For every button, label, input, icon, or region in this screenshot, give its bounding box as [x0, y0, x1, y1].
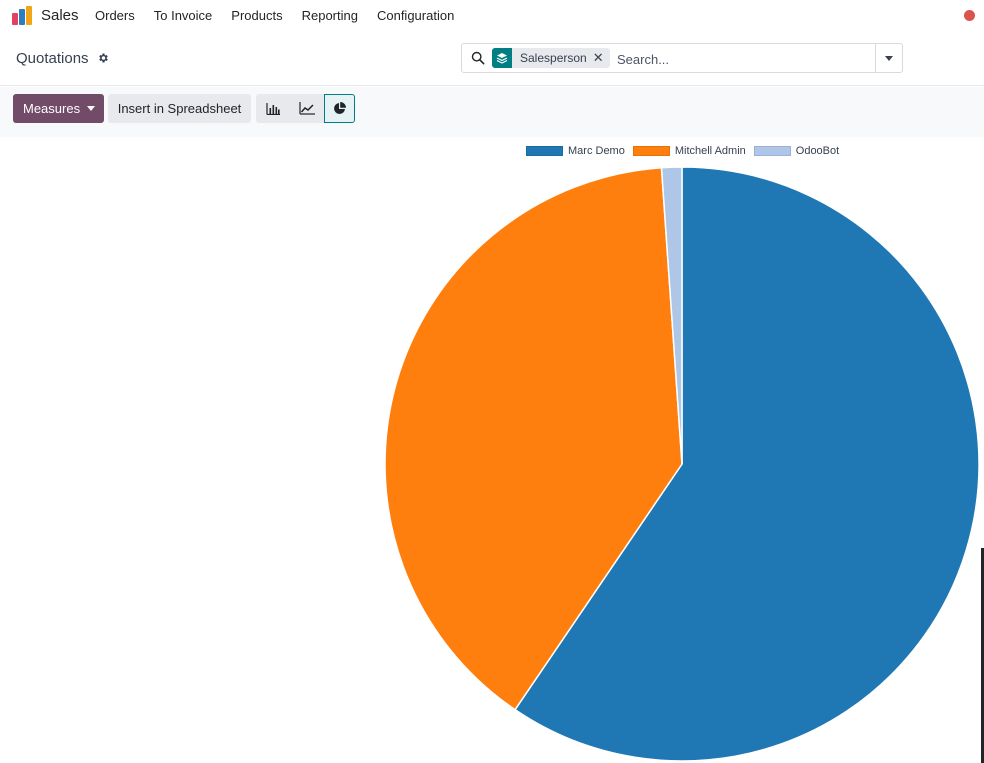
pie-chart: [384, 166, 980, 762]
search-icon[interactable]: [471, 51, 485, 65]
legend-item-mitchell-admin[interactable]: Mitchell Admin: [632, 145, 746, 157]
legend-item-marc-demo[interactable]: Marc Demo: [526, 145, 625, 157]
chart-type-switcher: [256, 94, 355, 123]
menu-orders[interactable]: Orders: [95, 8, 135, 23]
control-panel: Quotations Salesperson ✕: [0, 32, 984, 86]
menu-products[interactable]: Products: [231, 8, 283, 23]
sales-app-icon[interactable]: [12, 6, 32, 25]
graph-toolbar: Measures Insert in Spreadsheet: [0, 87, 984, 137]
search-input[interactable]: [617, 50, 867, 68]
search-options-toggle[interactable]: [875, 44, 902, 72]
search-facet-salesperson: Salesperson ✕: [492, 48, 610, 68]
legend-swatch: [632, 146, 670, 156]
bar-chart-button[interactable]: [256, 94, 290, 123]
top-navbar: Sales Orders To Invoice Products Reporti…: [0, 0, 984, 32]
menu-configuration[interactable]: Configuration: [376, 8, 455, 23]
measures-button[interactable]: Measures: [13, 94, 104, 123]
insert-in-spreadsheet-button[interactable]: Insert in Spreadsheet: [108, 94, 251, 123]
insert-label: Insert in Spreadsheet: [117, 101, 242, 116]
pie-slice-odoobot[interactable]: [660, 166, 683, 465]
window-edge: [981, 548, 984, 763]
app-name[interactable]: Sales: [41, 7, 79, 24]
pie-chart-icon: [334, 102, 346, 114]
close-icon[interactable]: ✕: [592, 50, 604, 65]
search-bar: Salesperson ✕: [461, 43, 903, 73]
pie-slice-marc-demo[interactable]: [514, 166, 980, 762]
pie-slice-mitchell-admin[interactable]: [384, 166, 683, 711]
status-dot[interactable]: [964, 10, 975, 21]
line-chart-button[interactable]: [290, 94, 324, 123]
menu-reporting[interactable]: Reporting: [301, 8, 358, 23]
legend-item-odoobot[interactable]: OdooBot: [753, 145, 840, 157]
measures-label: Measures: [23, 101, 81, 116]
menu-to-invoice[interactable]: To Invoice: [153, 8, 213, 23]
bar-chart-icon: [266, 102, 280, 115]
legend-swatch: [526, 146, 563, 156]
legend-label: Mitchell Admin: [674, 145, 746, 157]
chart-legend: Marc Demo Mitchell Admin OdooBot: [526, 145, 847, 157]
legend-swatch: [753, 146, 791, 156]
main-menu: Orders To Invoice Products Reporting Con…: [95, 8, 473, 23]
legend-label: Marc Demo: [568, 145, 625, 157]
pie-chart-area: Marc Demo Mitchell Admin OdooBot: [0, 137, 984, 763]
legend-label: OdooBot: [795, 145, 840, 157]
line-chart-icon: [299, 102, 315, 115]
pie-chart-button[interactable]: [324, 94, 355, 123]
gear-icon[interactable]: [97, 52, 109, 64]
group-by-icon: [492, 48, 512, 68]
caret-down-icon: [87, 106, 95, 111]
facet-label: Salesperson: [520, 51, 587, 65]
page-title[interactable]: Quotations: [16, 50, 89, 67]
caret-down-icon: [885, 55, 893, 61]
